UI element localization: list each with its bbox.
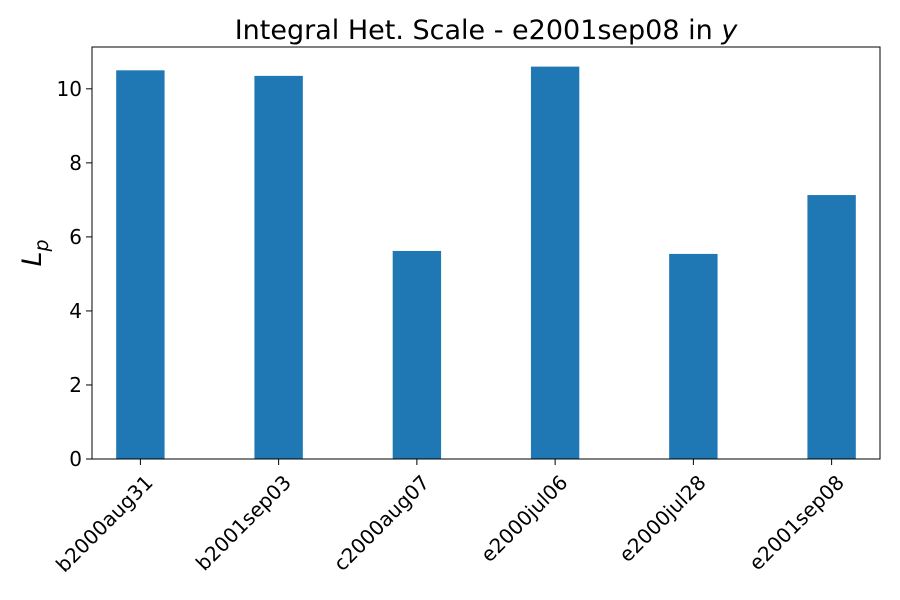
x-tick-label: b2001sep03 — [191, 470, 296, 575]
bar-e2000jul28 — [669, 253, 718, 459]
y-axis-label-main: L — [17, 252, 48, 267]
x-axis: b2000aug31 b2001sep03 c2000aug07 e2000jul06… — [51, 459, 849, 577]
plot-frame — [91, 46, 881, 460]
x-tick-label: c2000aug07 — [329, 470, 434, 575]
chart-title-text: Integral Het. Scale - e2001sep08 in — [235, 15, 722, 46]
x-tick-label: b2000aug31 — [51, 470, 158, 577]
y-tick-label: 8 — [69, 151, 82, 175]
x-tick-label: e2001sep08 — [744, 470, 849, 575]
y-axis-label: Lp — [17, 239, 53, 266]
y-tick-label: 10 — [57, 77, 82, 101]
y-tick-label: 6 — [69, 225, 82, 249]
y-axis: 0 2 4 6 8 10 — [57, 77, 92, 471]
bar-b2001sep03 — [254, 75, 303, 459]
bar-e2000jul06 — [530, 66, 580, 459]
y-tick-label: 2 — [69, 373, 82, 397]
x-tick-label: e2000jul06 — [476, 470, 572, 566]
x-tick-label: e2000jul28 — [614, 470, 710, 566]
y-tick-label: 4 — [69, 299, 82, 323]
bar-b2000aug31 — [116, 70, 165, 460]
chart-title: Integral Het. Scale - e2001sep08 in y — [235, 15, 739, 46]
y-axis-label-subscript: p — [31, 239, 53, 252]
bars-group — [116, 66, 856, 460]
y-tick-label: 0 — [69, 447, 82, 471]
bar-e2001sep08 — [807, 195, 856, 459]
bar-c2000aug07 — [392, 250, 442, 459]
chart-title-variable: y — [720, 15, 738, 46]
